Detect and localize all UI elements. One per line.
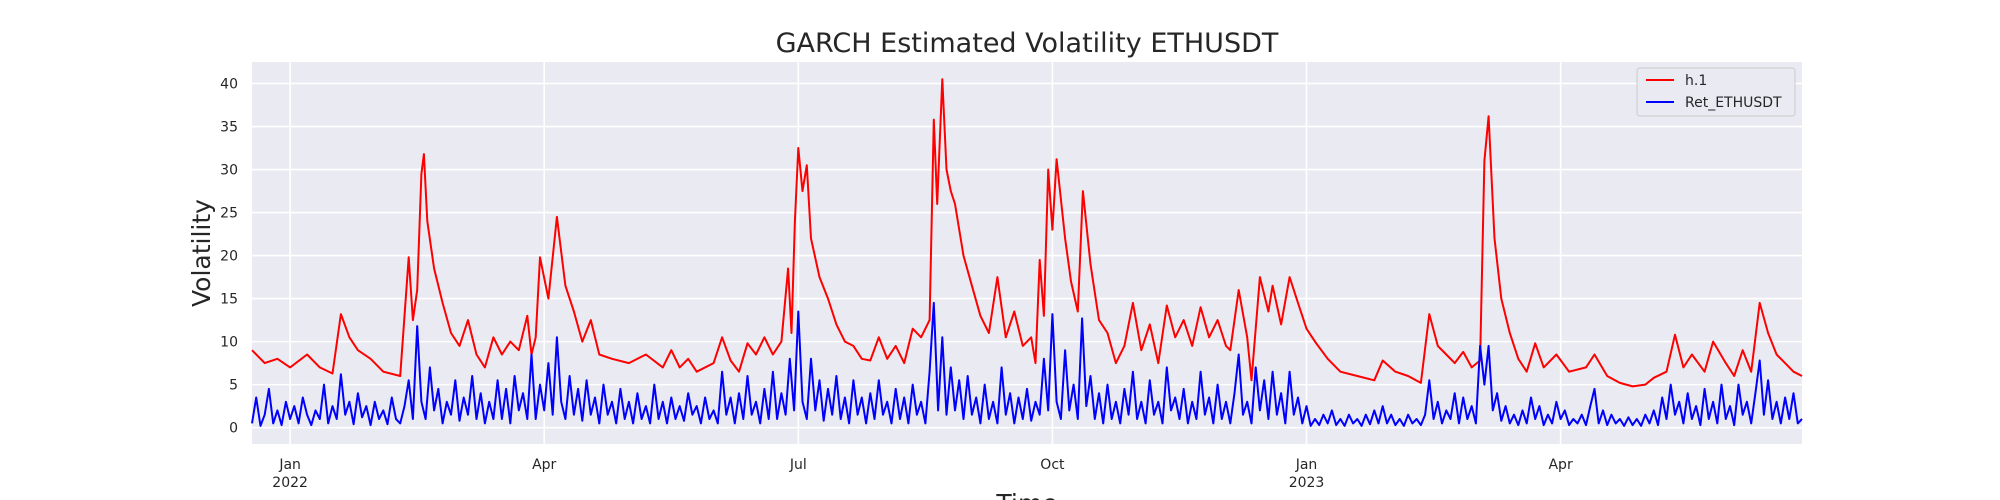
y-tick-label: 25: [220, 206, 238, 222]
legend-box: [1636, 67, 1796, 117]
y-tick-label: 5: [229, 378, 238, 394]
x-tick-label: Oct: [1040, 457, 1065, 473]
y-tick-label: 10: [220, 335, 238, 351]
x-tick-year-label: 2023: [1289, 475, 1325, 491]
y-tick-label: 15: [220, 292, 238, 308]
x-tick-year-label: 2022: [272, 475, 308, 491]
y-tick-label: 30: [220, 163, 238, 179]
legend: h.1 Ret_ETHUSDT: [1636, 67, 1796, 117]
x-axis-label: Time: [995, 489, 1057, 500]
y-tick-label: 40: [220, 77, 238, 93]
y-tick-label: 20: [220, 249, 238, 265]
series-line-h-1: [251, 78, 1803, 388]
y-axis-label: Volatility: [187, 199, 216, 307]
legend-label-ret-ethusdt: Ret_ETHUSDT: [1685, 95, 1782, 111]
x-tick-label: Apr: [1548, 457, 1572, 473]
y-tick-label: 35: [220, 120, 238, 136]
y-tick-labels: 0 5 10 15 20 25 30 35 40: [220, 77, 238, 437]
y-tick-label: 0: [229, 421, 238, 437]
x-tick-labels: Jan 2022 Apr Jul Oct Jan 2023 Apr: [272, 457, 1573, 491]
legend-label-h1: h.1: [1685, 73, 1707, 89]
x-tick-label: Apr: [532, 457, 556, 473]
chart-title: GARCH Estimated Volatility ETHUSDT: [776, 28, 1279, 59]
x-tick-label: Jan: [278, 457, 301, 473]
series-line-ret-ethusdt: [251, 301, 1803, 427]
x-tick-label: Jul: [789, 457, 807, 473]
series-layer: [251, 78, 1803, 427]
plot-area: [252, 62, 1802, 444]
x-tick-label: Jan: [1295, 457, 1318, 473]
